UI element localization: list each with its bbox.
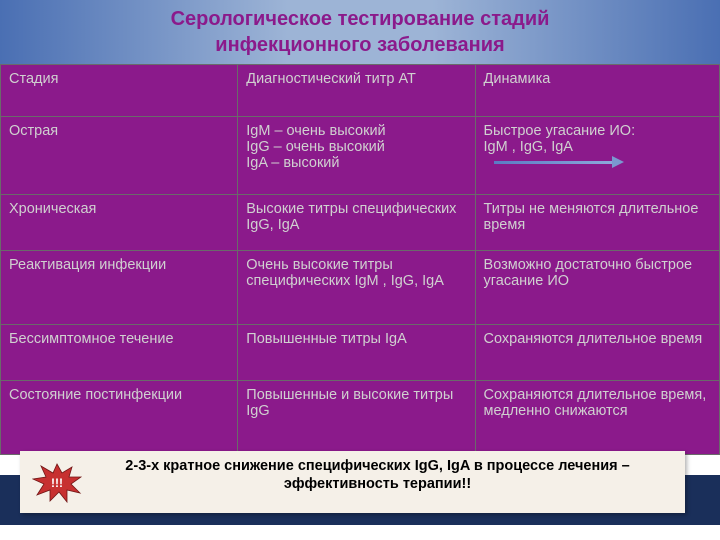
- slide-footer: !!! 2-3-х кратное снижение специфических…: [0, 455, 720, 525]
- table-cell: Сохраняются длительное время, медленно с…: [475, 381, 719, 455]
- title-line-2: инфекционного заболевания: [215, 34, 504, 56]
- burst-icon: !!!: [32, 463, 82, 503]
- table-cell: Бессимптомное течение: [1, 325, 238, 381]
- table-cell: Возможно достаточно быстрое угасание ИО: [475, 251, 719, 325]
- col-header-stage: Стадия: [1, 65, 238, 117]
- table-cell: Реактивация инфекции: [1, 251, 238, 325]
- table-cell: Состояние постинфекции: [1, 381, 238, 455]
- slide-header: Серологическое тестирование стадий инфек…: [0, 0, 720, 64]
- footer-callout: !!! 2-3-х кратное снижение специфических…: [20, 451, 685, 513]
- serology-table: Стадия Диагностический титр АТ Динамика …: [0, 64, 720, 455]
- table-cell: Быстрое угасание ИО:IgM , IgG, IgA: [475, 117, 719, 195]
- table-cell: Сохраняются длительное время: [475, 325, 719, 381]
- table-cell: Острая: [1, 117, 238, 195]
- table-cell: Повышенные титры IgA: [238, 325, 475, 381]
- table-cell: Хроническая: [1, 195, 238, 251]
- title-line-1: Серологическое тестирование стадий: [171, 8, 550, 30]
- table-row: ХроническаяВысокие титры специфических I…: [1, 195, 720, 251]
- table-cell: Повышенные и высокие титры IgG: [238, 381, 475, 455]
- table-row: Реактивация инфекцииОчень высокие титры …: [1, 251, 720, 325]
- table-header-row: Стадия Диагностический титр АТ Динамика: [1, 65, 720, 117]
- table-cell: Очень высокие титры специфических IgM , …: [238, 251, 475, 325]
- table-cell: IgM – очень высокийIgG – очень высокийIg…: [238, 117, 475, 195]
- col-header-titer: Диагностический титр АТ: [238, 65, 475, 117]
- footer-line-2: эффективность терапии!!: [284, 476, 471, 492]
- table-row: Бессимптомное течениеПовышенные титры Ig…: [1, 325, 720, 381]
- slide-title: Серологическое тестирование стадий инфек…: [20, 6, 700, 58]
- arrow-icon: [494, 160, 624, 166]
- table-cell: Титры не меняются длительное время: [475, 195, 719, 251]
- col-header-dynamics: Динамика: [475, 65, 719, 117]
- table-cell: Высокие титры специфических IgG, IgA: [238, 195, 475, 251]
- footer-line-1: 2-3-х кратное снижение специфических IgG…: [125, 458, 629, 474]
- burst-label: !!!: [32, 463, 82, 503]
- table-row: Состояние постинфекцииПовышенные и высок…: [1, 381, 720, 455]
